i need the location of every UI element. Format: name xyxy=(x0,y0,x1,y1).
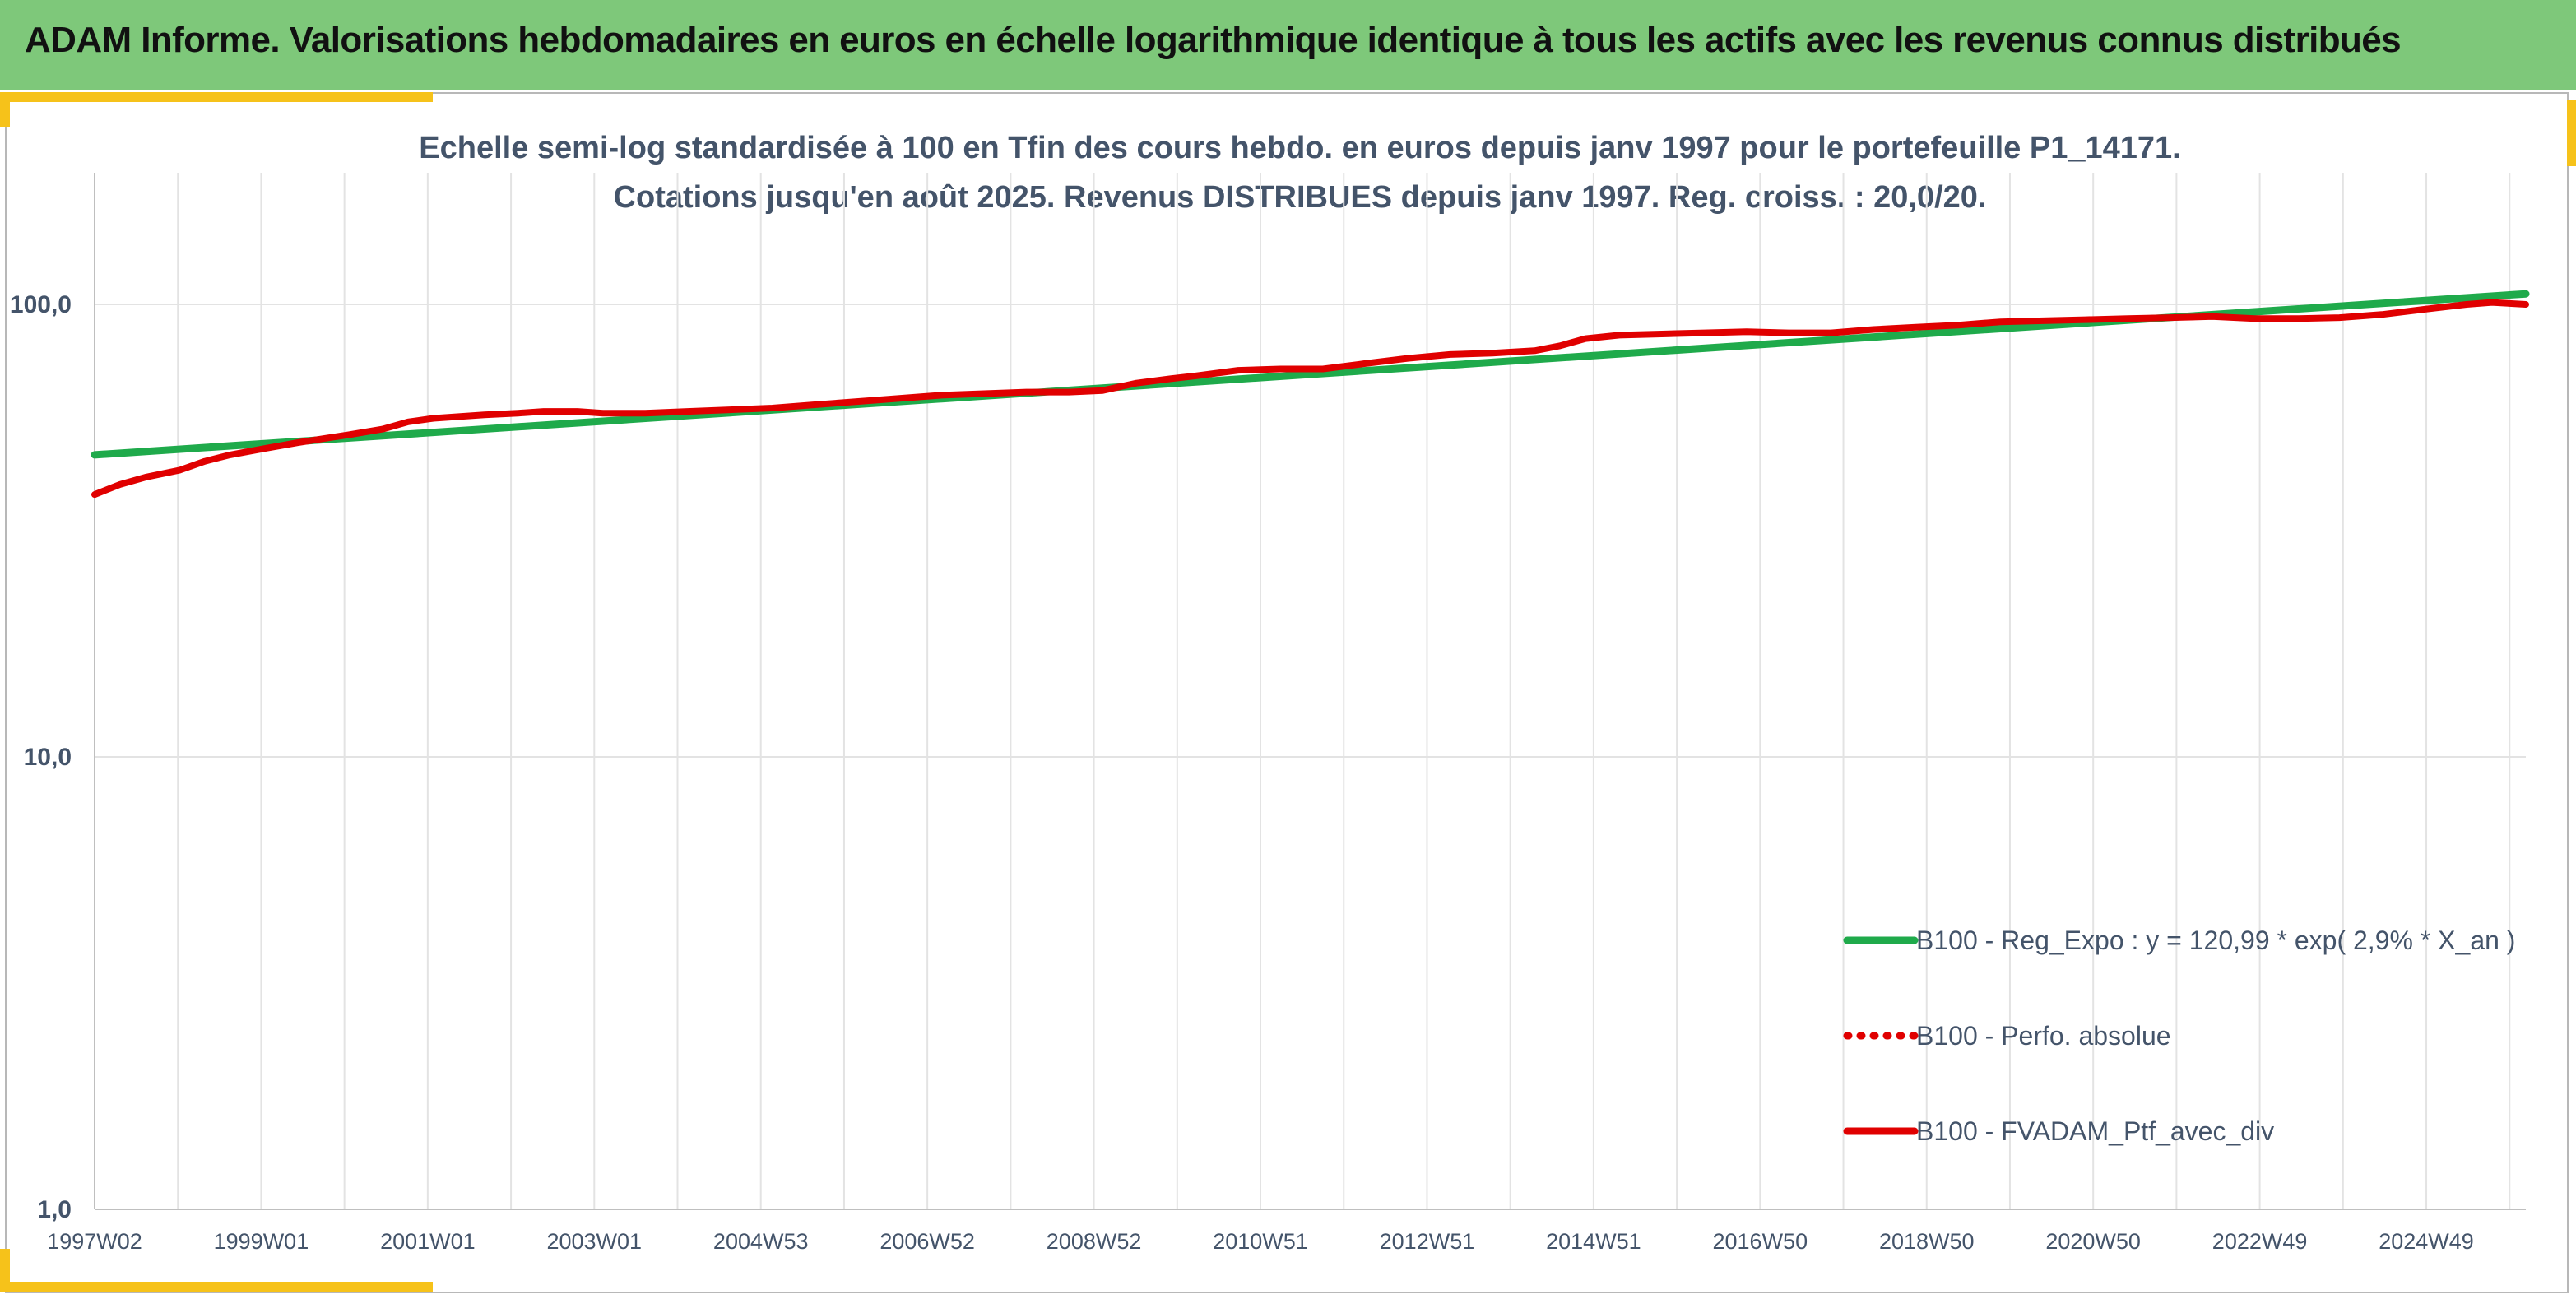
y-tick-label: 1,0 xyxy=(37,1196,72,1223)
x-tick-label: 2018W50 xyxy=(1879,1229,1975,1254)
x-tick-label: 2024W49 xyxy=(2379,1229,2474,1254)
series-line-3 xyxy=(91,299,2529,499)
x-tick-label: 2003W01 xyxy=(546,1229,642,1254)
banner-title: ADAM Informe. Valorisations hebdomadaire… xyxy=(25,20,2402,60)
legend-label: B100 - FVADAM_Ptf_avec_div xyxy=(1916,1116,2274,1146)
x-tick-label: 2004W53 xyxy=(713,1229,809,1254)
accent-corner-top xyxy=(0,92,433,102)
x-tick-label: 1997W02 xyxy=(47,1229,142,1254)
x-tick-label: 2010W51 xyxy=(1213,1229,1308,1254)
y-tick-label: 10,0 xyxy=(24,744,72,771)
x-tick-label: 2016W50 xyxy=(1713,1229,1808,1254)
accent-right-marker xyxy=(2567,100,2576,166)
x-tick-label: 2012W51 xyxy=(1380,1229,1475,1254)
x-tick-label: 1999W01 xyxy=(214,1229,309,1254)
chart-subtitle: Cotations jusqu'en août 2025. Revenus DI… xyxy=(614,180,1987,215)
y-tick-label: 100,0 xyxy=(10,291,72,318)
legend-label: B100 - Perfo. absolue xyxy=(1916,1021,2171,1051)
grid xyxy=(94,173,2526,1210)
x-tick-label: 2022W49 xyxy=(2212,1229,2308,1254)
series xyxy=(91,290,2530,499)
title-banner: ADAM Informe. Valorisations hebdomadaire… xyxy=(0,0,2576,90)
x-tick-label: 2008W52 xyxy=(1047,1229,1142,1254)
legend-label: B100 - Reg_Expo : y = 120,99 * exp( 2,9%… xyxy=(1916,926,2515,955)
x-tick-label: 2006W52 xyxy=(880,1229,975,1254)
x-tick-label: 2001W01 xyxy=(380,1229,476,1254)
legend: B100 - Reg_Expo : y = 120,99 * exp( 2,9%… xyxy=(1843,926,2515,1146)
y-axis-ticks: 1,0 10,0 100,0 xyxy=(10,291,72,1223)
accent-corner-bottom xyxy=(0,1282,433,1292)
x-axis-ticks: 1997W02 1999W01 2001W01 2003W01 2004W53 2006W… xyxy=(47,1229,2474,1254)
x-tick-label: 2014W51 xyxy=(1546,1229,1641,1254)
x-tick-label: 2020W50 xyxy=(2045,1229,2141,1254)
accent-corner-bottom-side xyxy=(0,1249,10,1292)
accent-corner-top-side xyxy=(0,92,10,127)
chart-title: Echelle semi-log standardisée à 100 en T… xyxy=(419,131,2180,165)
chart-frame xyxy=(5,92,2569,1293)
